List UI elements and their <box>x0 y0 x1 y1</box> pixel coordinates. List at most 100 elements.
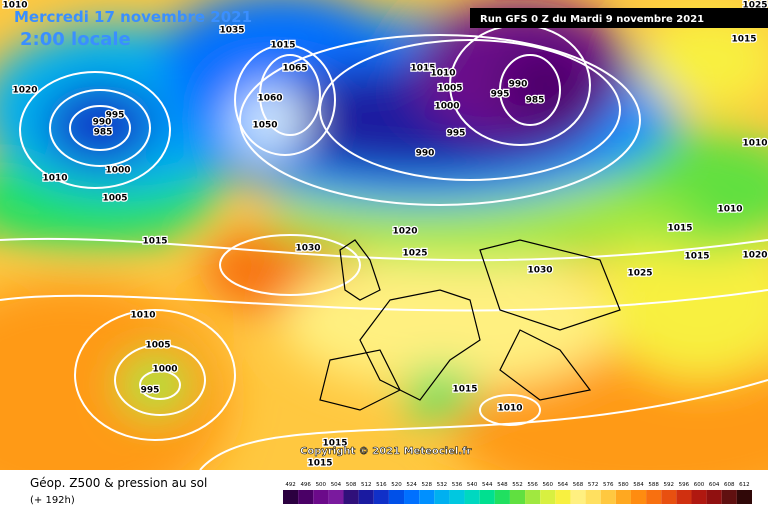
isobar-label: 1005 <box>437 84 462 94</box>
isobar-label: 1015 <box>270 41 295 51</box>
scale-label: 520 <box>391 482 402 488</box>
scale-swatch <box>525 490 541 504</box>
forecast-date: Mercredi 17 novembre 2021 <box>14 8 252 26</box>
isobar-label: 1005 <box>145 341 170 351</box>
isobar-label: 1010 <box>742 139 767 149</box>
isobar-label: 1050 <box>252 121 277 131</box>
scale-label: 536 <box>452 482 463 488</box>
scale-label: 528 <box>421 482 432 488</box>
scale-swatch <box>540 490 556 504</box>
scale-swatch <box>721 490 737 504</box>
isobar-label: 1015 <box>142 237 167 247</box>
scale-swatch <box>373 490 389 504</box>
isobar-label: 985 <box>94 128 113 138</box>
scale-swatch <box>283 490 299 504</box>
isobar-label: 990 <box>509 80 528 90</box>
scale-swatch <box>646 490 662 504</box>
isobar-label: 1030 <box>295 244 320 254</box>
run-banner <box>470 8 768 28</box>
isobar-label: 1000 <box>105 166 130 176</box>
isobar-label: 1010 <box>497 404 522 414</box>
forecast-time: 2:00 locale <box>20 29 131 50</box>
isobar-label: 1065 <box>282 64 307 74</box>
isobar-label: 995 <box>491 90 510 100</box>
scale-swatch <box>630 490 647 504</box>
scale-swatch <box>328 490 344 504</box>
isobar-label: 1025 <box>627 269 652 279</box>
isobar-label: 1015 <box>410 64 435 74</box>
scale-swatch <box>676 490 692 504</box>
scale-swatch <box>434 490 450 504</box>
scale-swatch <box>358 490 374 504</box>
isobar-label: 985 <box>526 96 545 106</box>
isobar-label: 990 <box>416 149 435 159</box>
isobar-label: 1020 <box>742 251 767 261</box>
isobar-label: 1010 <box>130 311 155 321</box>
scale-swatch <box>600 490 616 504</box>
scale-label: 608 <box>724 482 735 488</box>
scale-swatch <box>479 490 495 504</box>
isobar-label: 995 <box>141 386 160 396</box>
isobar-label: 1015 <box>684 252 709 262</box>
scale-label: 600 <box>694 482 705 488</box>
isobar-label: 1030 <box>527 266 552 276</box>
scale-label: 612 <box>739 482 750 488</box>
scale-swatch <box>419 490 435 504</box>
isobar-label: 1015 <box>667 224 692 234</box>
scale-swatch <box>494 490 510 504</box>
scale-label: 564 <box>558 482 569 488</box>
isobar-label: 1015 <box>307 459 332 469</box>
isobar-label: 1005 <box>102 194 127 204</box>
scale-label: 592 <box>664 482 675 488</box>
scale-label: 596 <box>679 482 690 488</box>
footer-title: Géop. Z500 & pression au sol <box>30 476 207 490</box>
scale-label: 548 <box>497 482 508 488</box>
copyright: Copyright © 2021 Meteociel.fr <box>300 446 471 457</box>
isobar-label: 1010 <box>717 205 742 215</box>
scale-swatch <box>706 490 722 504</box>
scale-label: 588 <box>648 482 659 488</box>
scale-swatch <box>585 490 601 504</box>
scale-swatch <box>404 490 420 504</box>
scale-swatch <box>464 490 480 504</box>
scale-swatch <box>736 490 752 504</box>
scale-label: 560 <box>543 482 554 488</box>
scale-label: 512 <box>361 482 372 488</box>
scale-label: 524 <box>406 482 417 488</box>
scale-swatch <box>298 490 314 504</box>
isobar-label: 1010 <box>2 1 27 11</box>
isobar-label: 1000 <box>152 365 177 375</box>
isobar-label: 995 <box>447 129 466 139</box>
scale-label: 508 <box>346 482 357 488</box>
scale-label: 504 <box>331 482 342 488</box>
scale-label: 576 <box>603 482 614 488</box>
scale-label: 540 <box>467 482 478 488</box>
isobar-label: 1020 <box>392 227 417 237</box>
scale-label: 492 <box>285 482 296 488</box>
scale-label: 572 <box>588 482 599 488</box>
scale-label: 580 <box>618 482 629 488</box>
isobar-label: 1015 <box>452 385 477 395</box>
isobar-label: 1010 <box>430 69 455 79</box>
scale-swatch <box>343 490 359 504</box>
scale-swatch <box>388 490 405 504</box>
scale-label: 544 <box>482 482 493 488</box>
scale-swatch <box>615 490 631 504</box>
isobar-label: 1010 <box>42 174 67 184</box>
isobar-labels: 1010103510151065106010501020995990985101… <box>1 0 768 470</box>
scale-label: 516 <box>376 482 387 488</box>
footer-lead: (+ 192h) <box>30 495 75 506</box>
isobar-label: 1035 <box>219 26 244 36</box>
scale-label: 584 <box>633 482 644 488</box>
scale-label: 568 <box>573 482 584 488</box>
isobar-label: 1020 <box>12 86 37 96</box>
isobar-label: 1060 <box>257 94 282 104</box>
run-info: Run GFS 0 Z du Mardi 9 novembre 2021 <box>480 14 704 25</box>
scale-swatch <box>691 490 707 504</box>
scale-label: 496 <box>300 482 311 488</box>
isobar-label: 990 <box>93 118 112 128</box>
scale-swatch <box>661 490 677 504</box>
isobar-label: 995 <box>106 111 125 121</box>
